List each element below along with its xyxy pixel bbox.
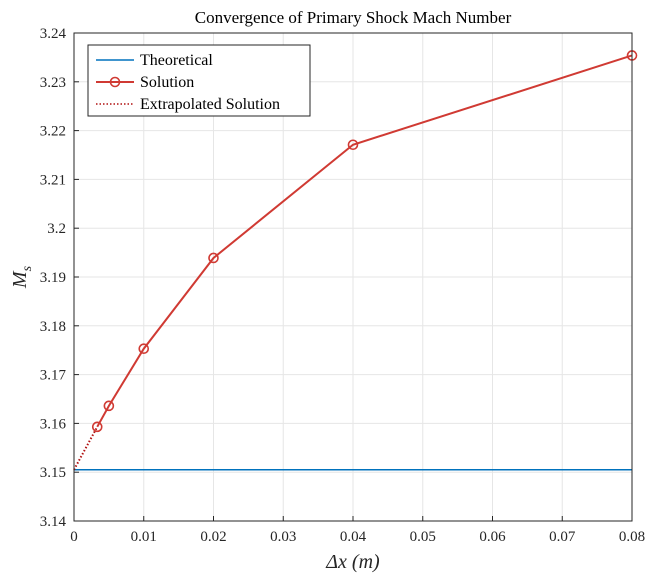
y-tick-label: 3.23 xyxy=(40,75,66,91)
x-tick-label: 0.02 xyxy=(200,529,226,545)
x-axis-label: Δx (m) xyxy=(325,551,380,573)
y-axis-label: Ms xyxy=(9,265,35,289)
legend-label: Solution xyxy=(140,74,194,91)
x-tick-label: 0.01 xyxy=(131,529,157,545)
y-tick-label: 3.24 xyxy=(40,26,67,42)
data-point xyxy=(347,139,359,151)
data-point xyxy=(208,252,219,264)
x-tick-label: 0.06 xyxy=(479,529,506,545)
data-point xyxy=(138,343,150,355)
legend: Theoretical Solution Extrapolated Solution xyxy=(87,44,311,117)
x-tick-label: 0.07 xyxy=(549,529,576,545)
x-tick-label: 0 xyxy=(70,529,78,545)
y-tick-label: 3.17 xyxy=(40,368,67,384)
legend-label: Theoretical xyxy=(140,52,213,69)
ticks: 0 0.01 0.02 0.03 0.04 0.05 0.06 0.07 0.08 3.14 3.1… xyxy=(40,26,645,545)
legend-marker xyxy=(109,76,121,88)
y-tick-label: 3.2 xyxy=(47,221,66,237)
y-tick-label: 3.16 xyxy=(40,416,67,432)
x-tick-label: 0.08 xyxy=(619,529,645,545)
x-tick-label: 0.03 xyxy=(270,529,296,545)
y-tick-label: 3.18 xyxy=(40,319,66,335)
y-tick-label: 3.15 xyxy=(40,465,66,481)
series-layer xyxy=(73,50,638,471)
data-point xyxy=(91,421,103,433)
x-tick-label: 0.04 xyxy=(340,529,367,545)
data-point xyxy=(103,400,115,412)
chart-title: Convergence of Primary Shock Mach Number xyxy=(195,8,512,27)
y-tick-label: 3.19 xyxy=(40,270,66,286)
y-tick-label: 3.21 xyxy=(40,172,66,188)
legend-label: Extrapolated Solution xyxy=(140,96,280,113)
series-line-extrapolated-solution xyxy=(73,426,99,471)
y-tick-label: 3.14 xyxy=(40,514,67,530)
x-tick-label: 0.05 xyxy=(410,529,436,545)
y-tick-label: 3.22 xyxy=(40,124,66,140)
